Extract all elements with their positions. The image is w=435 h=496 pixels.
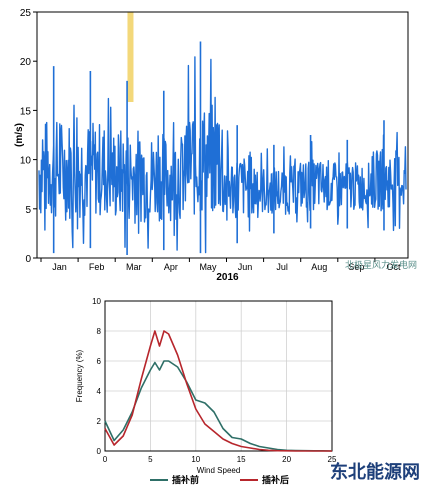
top-month-label: Jan <box>52 262 67 272</box>
top-month-label: Mar <box>126 262 142 272</box>
bottom-xtick-label: 5 <box>148 455 153 464</box>
top-ytick-label: 10 <box>20 156 32 167</box>
bottom-ytick-label: 8 <box>97 327 102 336</box>
bottom-xtick-label: 20 <box>282 455 291 464</box>
top-ytick-label: 15 <box>20 106 32 117</box>
bottom-xlabel: Wind Speed <box>197 466 241 475</box>
top-ytick-label: 0 <box>25 254 31 265</box>
top-ylabel: (m/s) <box>14 123 25 147</box>
frequency-distribution-chart: 0 5 10 15 20 25 0 2 4 6 8 10 Wind Speed Frequency (%)… <box>75 297 420 486</box>
bottom-xtick-label: 10 <box>191 455 200 464</box>
top-xlabel: 2016 <box>216 272 239 282</box>
highlight-band <box>127 12 134 102</box>
wind-speed-series-line <box>38 56 407 254</box>
top-month-label: Oct <box>386 262 401 272</box>
top-ytick-label: 25 <box>20 8 32 19</box>
bottom-xtick-label: 25 <box>328 455 337 464</box>
bottom-watermark: 东北能源网 <box>330 461 420 483</box>
series-before-line <box>104 360 333 452</box>
top-month-label: Feb <box>89 262 105 272</box>
bottom-ytick-label: 10 <box>92 297 101 306</box>
top-month-label: Jun <box>238 262 253 272</box>
bottom-xtick-label: 0 <box>103 455 108 464</box>
top-month-label: Jul <box>276 262 288 272</box>
series-after-line <box>104 330 332 452</box>
bottom-ytick-label: 2 <box>97 417 102 426</box>
top-ytick-label: 20 <box>20 57 32 68</box>
legend-after-label: 插补后 <box>262 474 289 486</box>
bottom-plot-frame <box>104 300 333 452</box>
legend-before-label: 插补前 <box>172 474 199 486</box>
top-month-label: Sep <box>348 262 364 272</box>
top-month-label: Apr <box>164 262 178 272</box>
top-ytick-label: 5 <box>25 205 31 216</box>
bottom-ytick-label: 6 <box>97 357 102 366</box>
top-watermark: 北极星风力发电网 <box>345 259 417 271</box>
bottom-ylabel: Frequency (%) <box>75 349 84 402</box>
top-plot-frame <box>36 11 409 259</box>
bottom-ytick-label: 4 <box>97 387 102 396</box>
bottom-xtick-label: 15 <box>237 455 246 464</box>
top-month-label: May <box>199 262 217 272</box>
bottom-ytick-label: 0 <box>97 447 102 456</box>
wind-speed-timeseries-chart: 0 5 10 15 20 25 (m/s) Jan Feb Mar Apr May Jun Jul Aug S… <box>14 8 417 282</box>
top-month-label: Aug <box>311 262 327 272</box>
